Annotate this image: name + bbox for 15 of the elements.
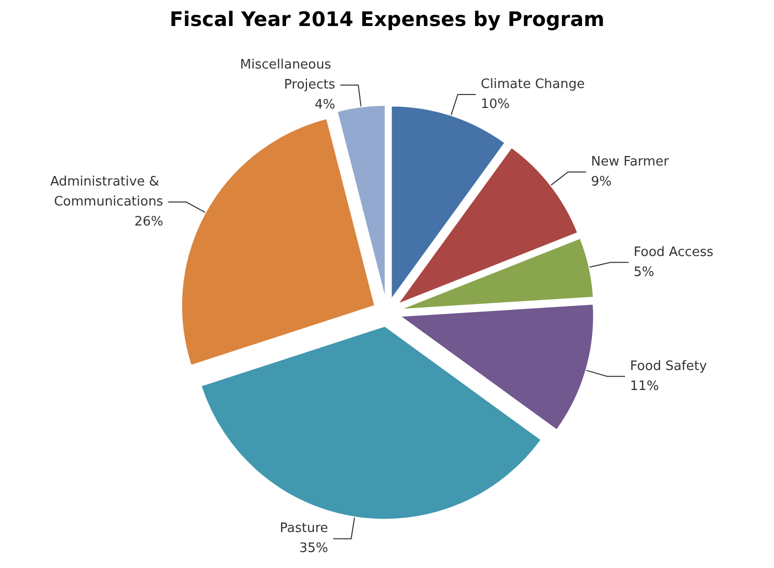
data-label: 26%: [134, 214, 164, 230]
slice-label: Administrative & Communications: [50, 174, 164, 210]
slice-label: Food Safety: [630, 358, 708, 374]
data-label: 5%: [634, 264, 654, 280]
data-label: 9%: [591, 174, 612, 190]
data-label: 11%: [630, 378, 659, 394]
slice-label: New Farmer: [591, 154, 670, 170]
data-label: 10%: [480, 96, 510, 112]
data-label: 35%: [299, 541, 328, 556]
slice-label: Miscellaneous Projects: [240, 58, 336, 93]
slice-label: Food Access: [634, 244, 714, 260]
slice-label: Climate Change: [480, 76, 585, 92]
chart-title: Fiscal Year 2014 Expenses by Program: [170, 7, 604, 31]
data-label: 4%: [314, 98, 336, 113]
slice-label: Pasture: [280, 521, 328, 536]
